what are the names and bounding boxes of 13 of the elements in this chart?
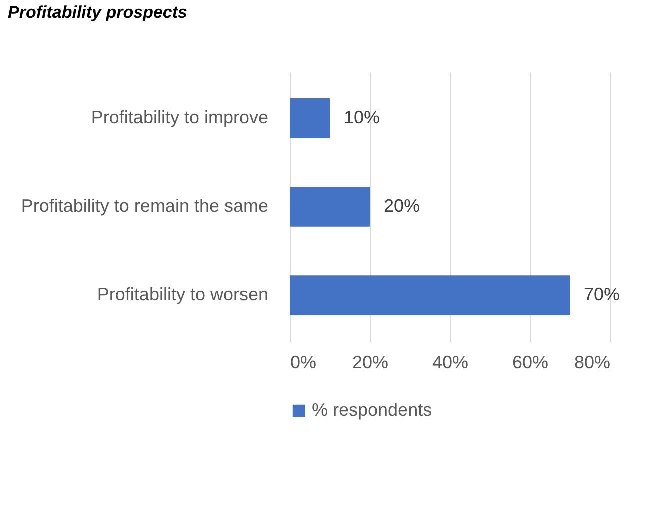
- x-tick-label: 80%: [574, 352, 610, 372]
- y-tick-label: Profitability to worsen: [97, 284, 268, 305]
- data-label: 20%: [384, 196, 420, 216]
- x-tick-label: 40%: [432, 352, 469, 372]
- data-label: 70%: [584, 284, 620, 305]
- x-tick-label: 20%: [352, 352, 389, 372]
- x-tick-label: 0%: [290, 352, 317, 372]
- y-tick-label: Profitability to remain the same: [21, 196, 268, 216]
- legend-label: % respondents: [312, 400, 432, 420]
- y-tick-label: Profitability to improve: [91, 107, 268, 128]
- text: Profitability prospects: [8, 3, 188, 22]
- data-label: 10%: [344, 107, 380, 128]
- x-tick-label: 60%: [512, 352, 549, 372]
